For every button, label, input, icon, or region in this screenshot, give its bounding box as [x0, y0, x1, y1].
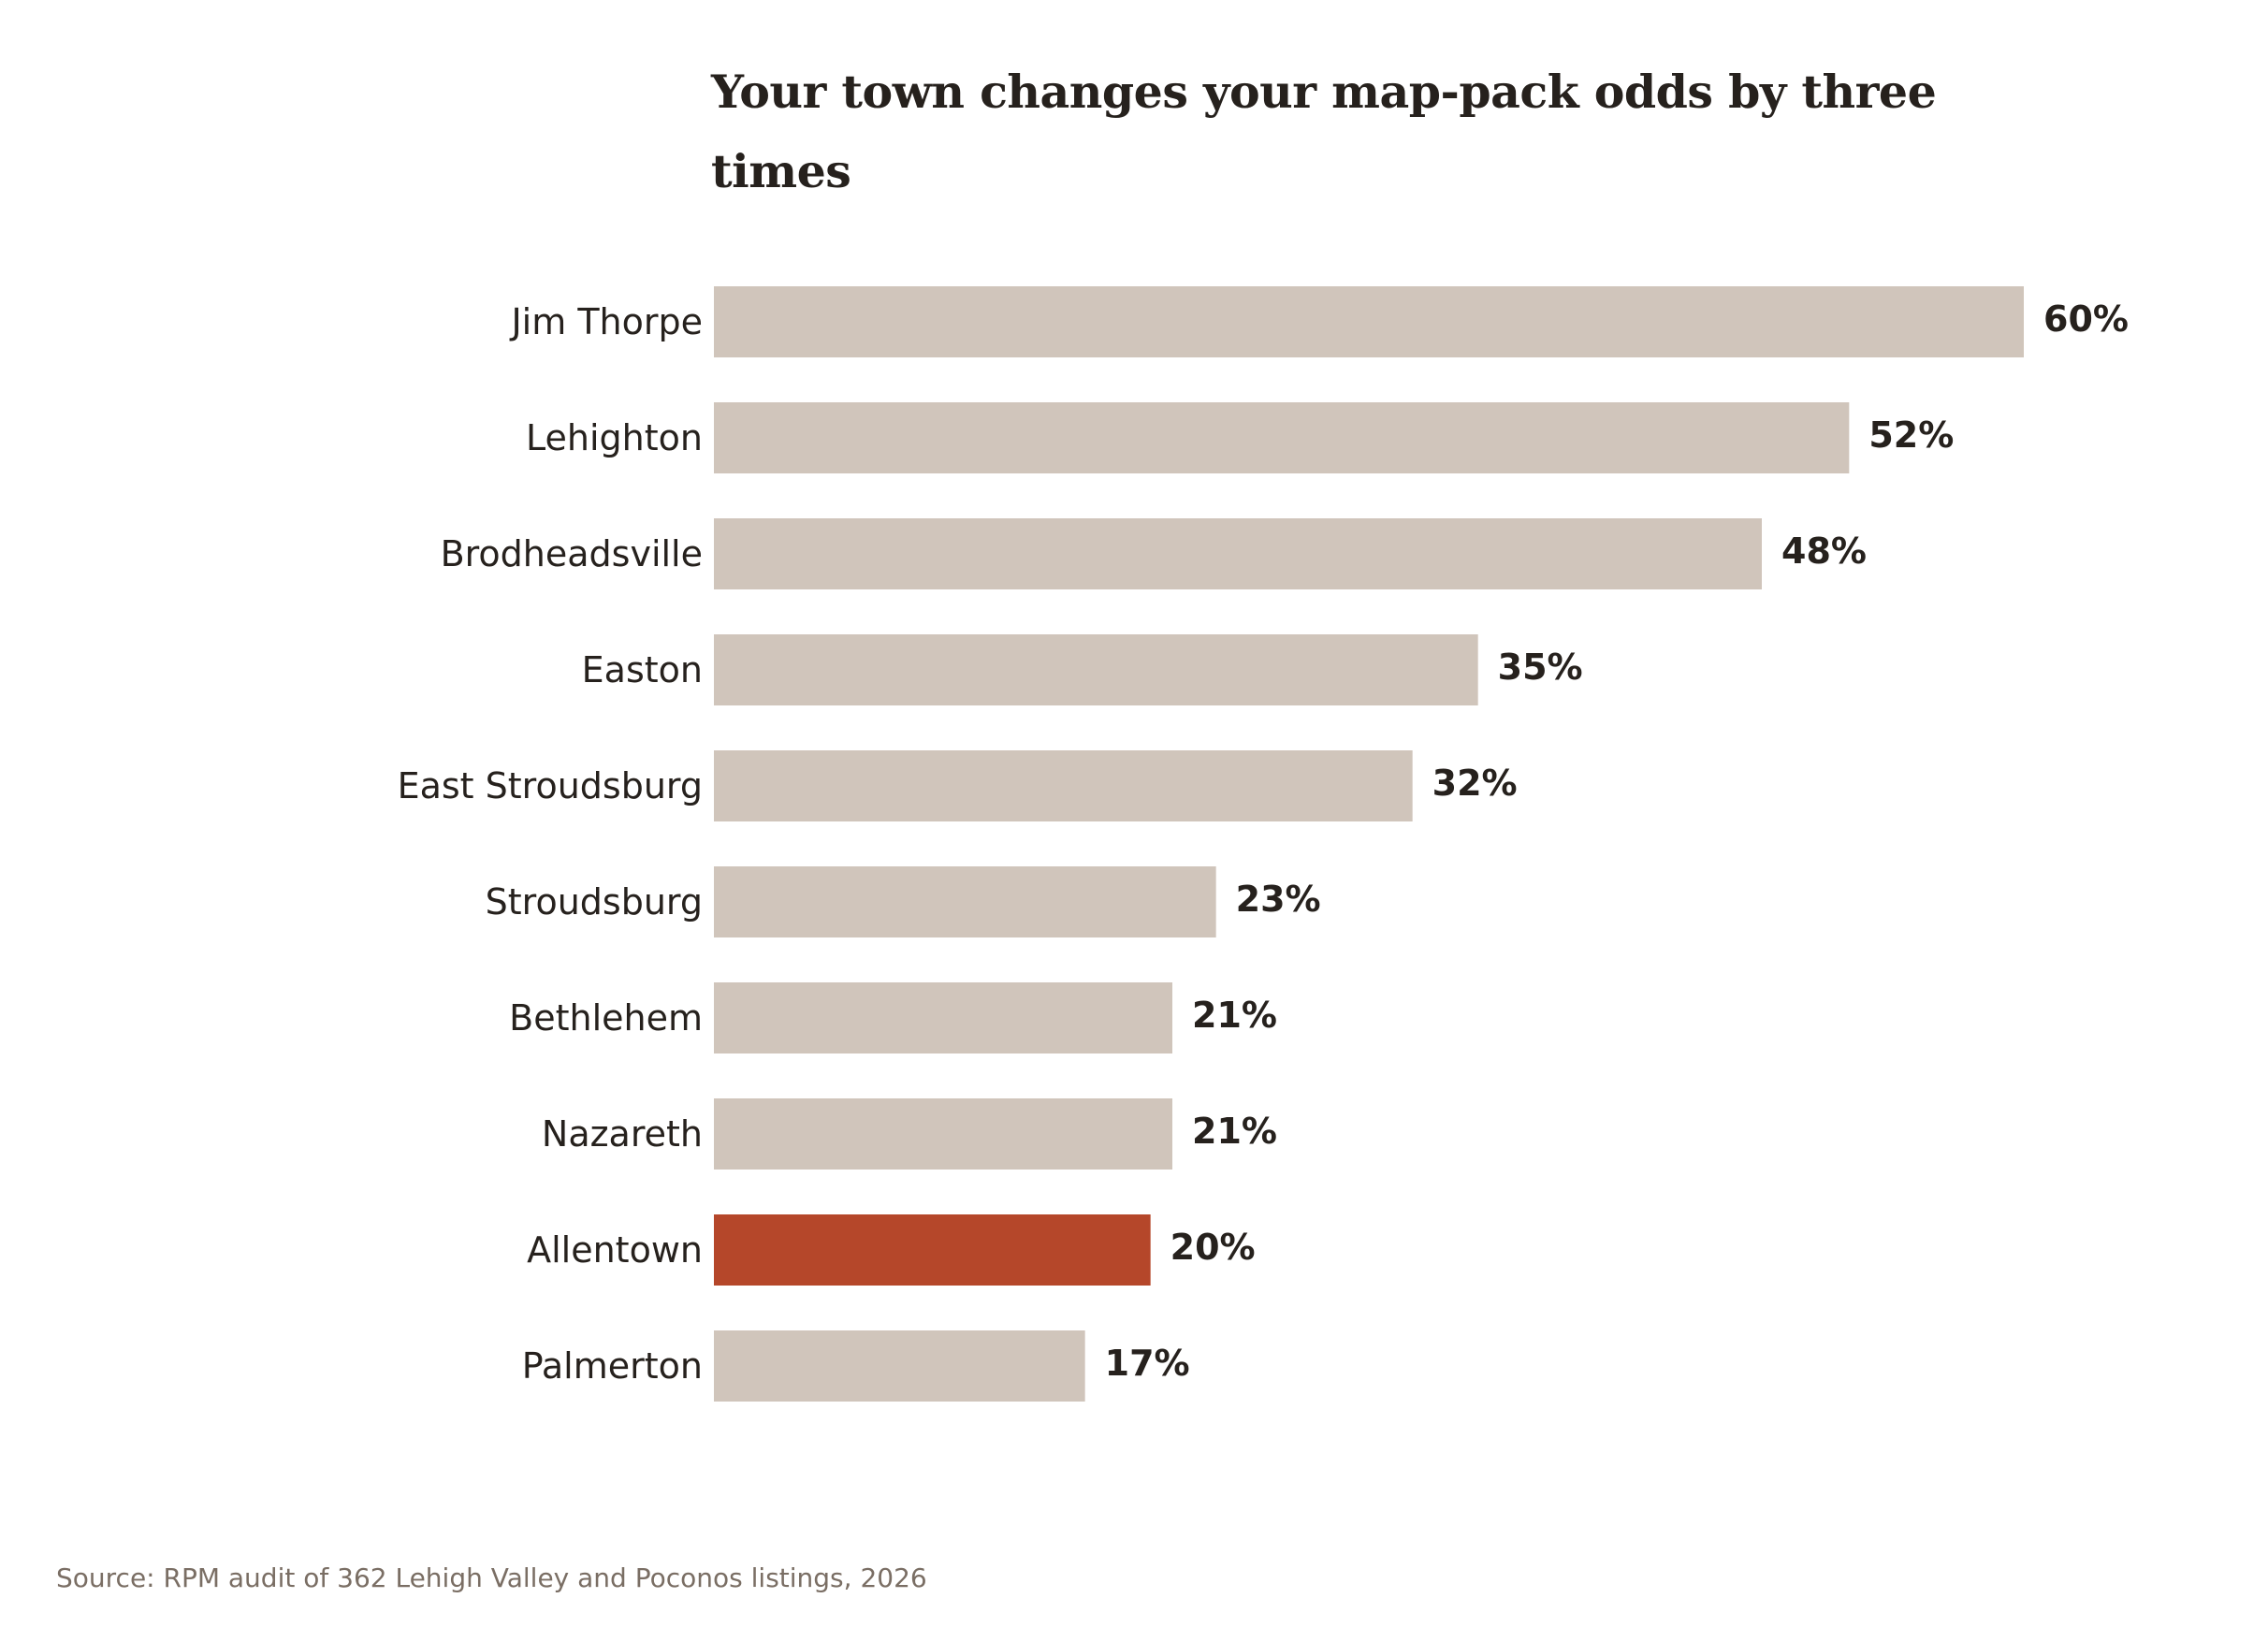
value-label-jim-thorpe: 60% — [2043, 298, 2129, 340]
bar-bethlehem — [714, 982, 1172, 1053]
bar-palmerton — [714, 1330, 1085, 1402]
bar-lehighton — [714, 402, 1850, 473]
bar-allentown — [714, 1214, 1151, 1286]
bar-easton — [714, 634, 1478, 705]
category-label-stroudsburg: Stroudsburg — [486, 881, 703, 923]
value-label-nazareth: 21% — [1192, 1111, 1277, 1152]
value-label-palmerton: 17% — [1105, 1343, 1190, 1384]
category-label-lehighton: Lehighton — [526, 417, 703, 458]
category-labels: Jim Thorpe Lehighton Brodheadsville Easton E… — [398, 301, 703, 1387]
category-label-nazareth: Nazareth — [542, 1113, 703, 1155]
value-label-lehighton: 52% — [1868, 414, 1954, 456]
category-label-allentown: Allentown — [527, 1229, 703, 1271]
bar-brodheadsville — [714, 518, 1762, 589]
category-label-bethlehem: Bethlehem — [509, 997, 703, 1039]
bar-nazareth — [714, 1098, 1172, 1170]
bar-east-stroudsburg — [714, 750, 1413, 821]
bar-jim-thorpe — [714, 286, 2024, 357]
bars-layer — [714, 286, 2024, 1402]
bar-stroudsburg — [714, 866, 1216, 937]
category-label-jim-thorpe: Jim Thorpe — [509, 301, 703, 342]
value-labels: 60% 52% 48% 35% 32% 23% 21% 21% 20% 17% — [1105, 298, 2129, 1384]
value-label-brodheadsville: 48% — [1781, 530, 1867, 572]
category-label-palmerton: Palmerton — [522, 1345, 703, 1387]
chart-title: Your town changes your map-pack odds by … — [711, 65, 1937, 198]
category-label-east-stroudsburg: East Stroudsburg — [398, 765, 703, 806]
source-note: Source: RPM audit of 362 Lehigh Valley a… — [56, 1562, 927, 1593]
value-label-east-stroudsburg: 32% — [1432, 763, 1518, 804]
value-label-bethlehem: 21% — [1192, 995, 1277, 1036]
category-label-easton: Easton — [582, 649, 703, 690]
value-label-easton: 35% — [1498, 647, 1583, 688]
value-label-allentown: 20% — [1170, 1227, 1256, 1268]
value-label-stroudsburg: 23% — [1236, 879, 1321, 920]
category-label-brodheadsville: Brodheadsville — [441, 533, 703, 574]
